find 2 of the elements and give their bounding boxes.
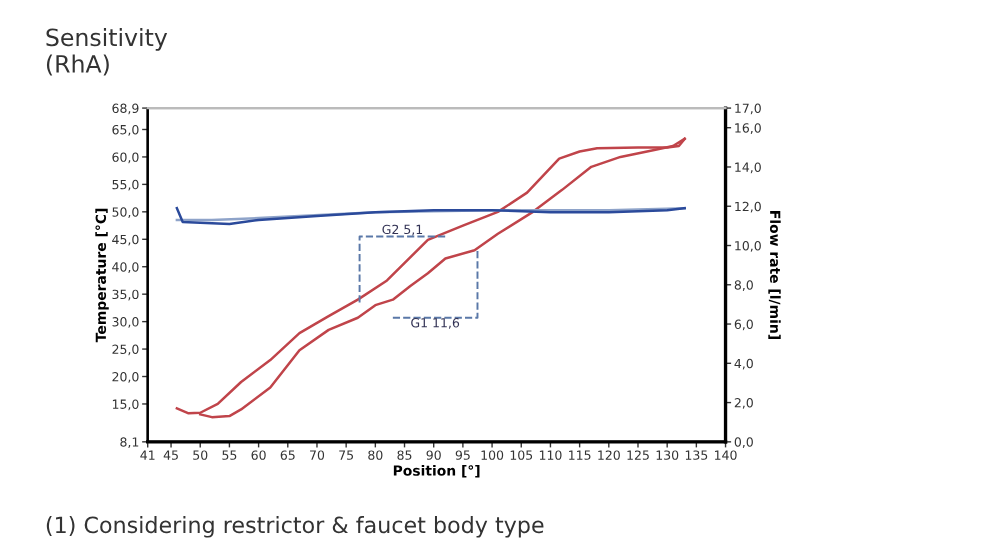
chart-title: Sensitivity (RhA) bbox=[46, 28, 168, 76]
text: (1) Considering restrictor & faucet body type bbox=[46, 516, 544, 538]
